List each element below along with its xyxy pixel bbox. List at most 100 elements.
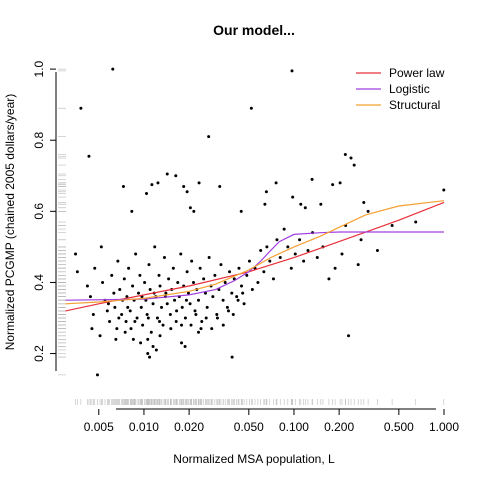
x-axis: 0.005 0.010 0.020 0.050 0.100 0.200 0.500 1.000: [84, 408, 459, 434]
data-point: [237, 266, 241, 270]
data-point: [157, 273, 161, 277]
data-point: [347, 334, 351, 338]
data-point: [215, 312, 219, 316]
data-point: [221, 323, 225, 327]
data-point: [98, 334, 102, 338]
data-point: [265, 245, 269, 249]
data-point: [259, 248, 263, 252]
data-point: [75, 270, 79, 274]
data-point: [240, 284, 244, 288]
data-point: [151, 344, 155, 348]
data-point: [226, 309, 230, 313]
data-point: [186, 291, 190, 295]
data-point: [228, 270, 232, 274]
data-point: [138, 273, 142, 277]
data-point: [175, 309, 179, 313]
data-point: [139, 341, 143, 345]
data-point: [343, 152, 347, 156]
data-point: [303, 206, 307, 210]
data-point: [179, 252, 183, 256]
data-point: [88, 295, 92, 299]
data-point: [99, 245, 103, 249]
data-point: [87, 154, 91, 158]
data-point: [200, 320, 204, 324]
data-point: [153, 245, 157, 249]
data-point: [160, 305, 164, 309]
data-point: [219, 263, 223, 267]
data-point: [183, 316, 187, 320]
data-point: [115, 327, 119, 331]
data-point: [204, 316, 208, 320]
legend-label: Structural: [389, 98, 440, 112]
data-point: [151, 302, 155, 306]
data-point: [331, 183, 335, 187]
data-point: [247, 259, 251, 263]
y-axis-label: Normalized PCGMP (chained 2005 dollars/y…: [3, 94, 17, 351]
data-point: [135, 316, 139, 320]
data-point: [131, 337, 135, 341]
data-point: [268, 259, 272, 263]
data-point: [231, 312, 235, 316]
data-point: [180, 305, 184, 309]
data-point: [215, 316, 219, 320]
data-point: [414, 220, 418, 224]
data-point: [110, 273, 114, 277]
data-point: [101, 280, 105, 284]
data-point: [117, 316, 121, 320]
data-point: [158, 320, 162, 324]
data-point: [352, 163, 356, 167]
data-point: [250, 288, 254, 292]
data-point: [176, 280, 180, 284]
data-point: [129, 327, 133, 331]
data-point: [182, 184, 186, 188]
data-point: [198, 266, 202, 270]
curve-logistic: [65, 231, 444, 301]
data-point: [90, 327, 94, 331]
y-tick-label: 0.4: [32, 274, 46, 291]
legend-label: Logistic: [389, 82, 430, 96]
data-point: [108, 320, 112, 324]
x-tick-label: 0.020: [174, 420, 204, 434]
data-point: [315, 256, 319, 260]
data-point: [189, 323, 193, 327]
data-point: [306, 248, 310, 252]
data-point: [362, 200, 366, 204]
data-point: [130, 209, 134, 213]
data-point: [239, 209, 243, 213]
data-point: [79, 106, 83, 110]
data-point: [286, 245, 290, 249]
x-tick-label: 1.000: [429, 420, 459, 434]
data-point: [185, 270, 189, 274]
data-point: [122, 277, 126, 281]
data-point: [199, 327, 203, 331]
data-point: [218, 184, 222, 188]
data-point: [327, 277, 331, 281]
data-point: [155, 316, 159, 320]
data-point: [128, 309, 132, 313]
fit-curves: [65, 200, 445, 312]
data-point: [291, 195, 295, 199]
data-point: [171, 266, 175, 270]
data-point: [375, 248, 379, 252]
data-point: [211, 295, 215, 299]
data-point: [319, 202, 323, 206]
data-point: [442, 188, 446, 192]
data-point: [156, 181, 160, 185]
y-tick-label: 0.8: [32, 132, 46, 149]
x-tick-label: 0.200: [324, 420, 354, 434]
data-point: [242, 302, 246, 306]
legend: Power law Logistic Structural: [356, 66, 445, 112]
data-point: [245, 273, 249, 277]
data-point: [263, 202, 267, 206]
data-point: [85, 284, 89, 288]
data-point: [148, 355, 152, 359]
data-point: [190, 259, 194, 263]
data-point: [210, 327, 214, 331]
data-point: [366, 209, 370, 213]
plot-area: [61, 62, 444, 382]
data-point: [249, 106, 253, 110]
data-point: [125, 295, 129, 299]
data-point: [207, 135, 211, 139]
data-point: [143, 280, 147, 284]
data-point: [202, 277, 206, 281]
